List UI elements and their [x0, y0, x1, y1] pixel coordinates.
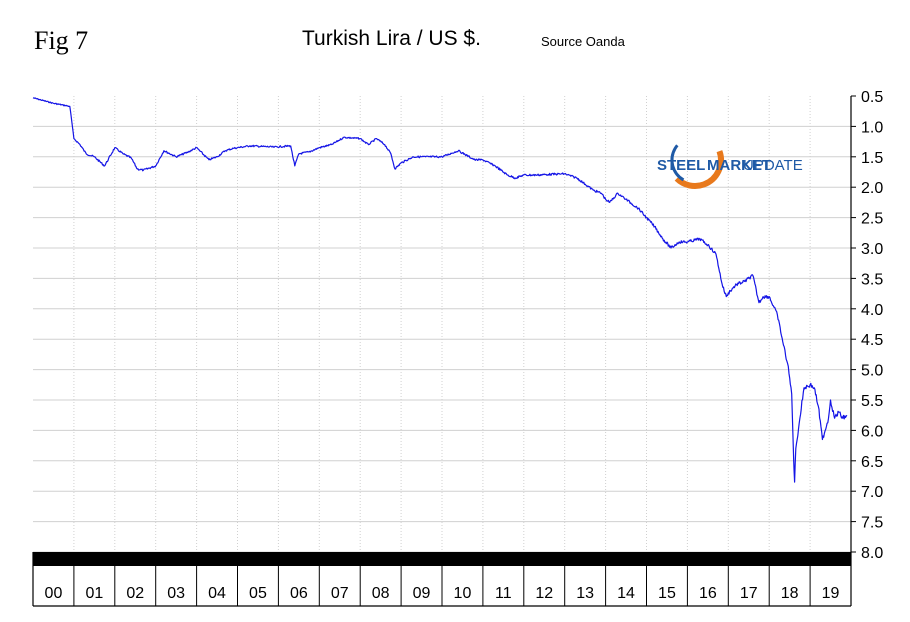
x-tick-label: 16	[699, 585, 717, 602]
logo-orange-swoosh	[666, 131, 724, 189]
x-tick-label: 13	[576, 585, 594, 602]
grid-lines	[33, 96, 851, 553]
x-tick-label: 14	[617, 585, 635, 602]
x-tick-label: 18	[781, 585, 799, 602]
y-tick-label: 7.5	[861, 515, 883, 532]
x-tick-label: 11	[495, 585, 512, 602]
x-tick-label: 10	[454, 585, 472, 602]
series-line-try-usd	[32, 97, 848, 483]
y-tick-label: 0.5	[861, 89, 883, 106]
figure-label: Fig 7	[34, 26, 89, 55]
x-tick-label: 00	[45, 585, 63, 602]
y-tick-label: 5.0	[861, 363, 883, 380]
y-tick-label: 4.5	[861, 332, 883, 349]
x-tick-label: 15	[658, 585, 676, 602]
logo-word-update: UPDATE	[743, 157, 803, 174]
y-tick-label: 8.0	[861, 545, 883, 562]
series-lines	[32, 97, 848, 483]
y-tick-label: 2.0	[861, 180, 883, 197]
source-note: Source Oanda	[541, 34, 625, 49]
y-tick-label: 5.5	[861, 393, 883, 410]
x-tick-label: 19	[822, 585, 840, 602]
logo-blue-swoosh	[670, 135, 720, 185]
y-tick-label: 3.5	[861, 271, 883, 288]
x-tick-label: 06	[290, 585, 308, 602]
x-tick-label: 17	[740, 585, 758, 602]
y-tick-label: 6.0	[861, 423, 883, 440]
y-tick-label: 4.0	[861, 302, 883, 319]
chart-title: Turkish Lira / US $.	[302, 27, 481, 50]
y-tick-label: 6.5	[861, 454, 883, 471]
x-tick-label: 08	[372, 585, 390, 602]
y-axis: 0.5 1.0 1.5 2.0 2.5 3.0 3.5 4.0 4.5 5.0 5.5 6.0 6.5 7…	[851, 89, 883, 562]
x-tick-label: 02	[126, 585, 144, 602]
x-tick-label: 03	[167, 585, 185, 602]
logo-word-steel: STEEL	[657, 157, 705, 174]
x-axis: 00 01 02 03 04 05 06 07 08 09 10 11 12 13 14 15 16 17 18 19	[45, 566, 840, 606]
x-tick-label: 07	[331, 585, 349, 602]
steel-market-update-logo: STEEL MARKET UPDATE	[657, 131, 803, 189]
x-axis-bar	[33, 552, 851, 566]
y-tick-label: 1.0	[861, 119, 883, 136]
x-tick-label: 01	[85, 585, 103, 602]
y-tick-label: 1.5	[861, 150, 883, 167]
y-tick-label: 3.0	[861, 241, 883, 258]
y-tick-label: 7.0	[861, 484, 883, 501]
x-tick-label: 09	[413, 585, 431, 602]
x-tick-label: 12	[535, 585, 553, 602]
y-tick-label: 2.5	[861, 211, 883, 228]
x-tick-label: 04	[208, 585, 226, 602]
x-tick-label: 05	[249, 585, 267, 602]
logo-word-market: MARKET	[707, 157, 771, 174]
